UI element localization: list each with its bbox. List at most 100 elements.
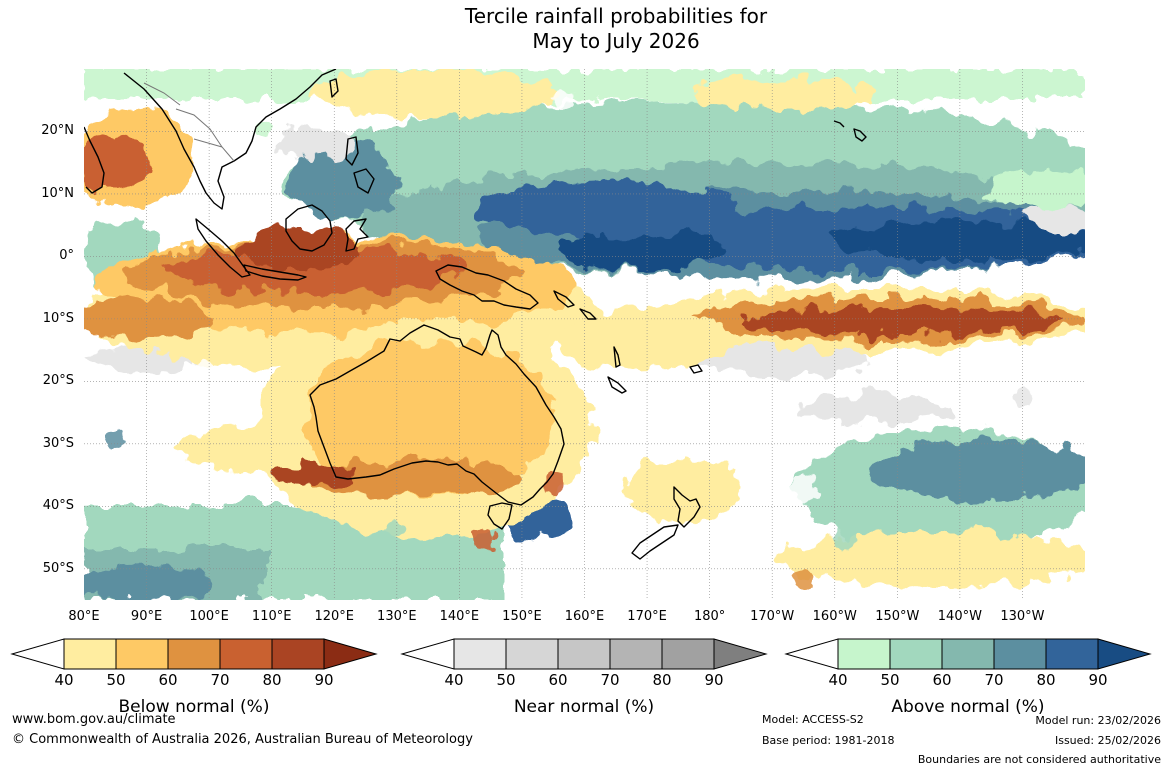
colorbar-tick-label: 60 <box>158 671 178 689</box>
graticule <box>84 69 1085 600</box>
latitude-label: 0° <box>59 248 74 264</box>
speckle <box>544 474 564 494</box>
colorbar-segment <box>505 638 559 670</box>
colorbar-segment <box>889 638 943 670</box>
below-normal-area <box>554 309 734 369</box>
colorbar-segment <box>661 638 715 670</box>
colorbar-tick-label: 90 <box>314 671 334 689</box>
above-normal-area <box>84 566 214 600</box>
below-normal-area <box>304 461 524 497</box>
colorbar-segment <box>219 638 273 670</box>
above-normal-area <box>874 439 1085 499</box>
below-normal-area <box>274 464 354 484</box>
colorbar-segment <box>941 638 995 670</box>
base-period: Base period: 1981-2018 <box>762 734 895 747</box>
borneo-coastline <box>285 204 333 252</box>
model-name: Model: ACCESS-S2 <box>762 713 864 726</box>
colorbar-segment <box>167 638 221 670</box>
speckle <box>794 569 814 589</box>
speckle <box>472 527 496 551</box>
near-normal-area <box>794 395 954 423</box>
colorbar-segment <box>453 638 507 670</box>
new-zealand-south-coastline <box>631 524 679 560</box>
sulawesi-coastline <box>345 218 369 252</box>
near-normal-legend-title: Near normal (%) <box>513 697 655 717</box>
above-normal-area <box>984 169 1085 209</box>
new-caledonia-coastline <box>607 376 627 394</box>
longitude-label: 80°E <box>68 609 100 624</box>
longitude-label: 130°W <box>1000 609 1045 624</box>
coastlines <box>84 69 867 560</box>
longitude-label: 170°E <box>627 609 667 624</box>
longitude-label: 150°E <box>502 609 542 624</box>
hawaii-coastline <box>833 120 867 142</box>
colorbar-tick-label: 50 <box>106 671 126 689</box>
colorbar-tick-label: 40 <box>54 671 74 689</box>
below-normal-area <box>314 70 554 118</box>
model-run-date: Model run: 23/02/2026 <box>1035 714 1161 727</box>
colorbar-tick-label: 50 <box>880 671 900 689</box>
longitude-label: 140°E <box>439 609 480 624</box>
longitude-label: 160°E <box>564 609 605 624</box>
colorbar-segment <box>837 638 891 670</box>
below-normal-area <box>624 459 744 519</box>
colorbar-tick-label: 70 <box>600 671 620 689</box>
colorbar-tick-label: 60 <box>548 671 568 689</box>
title-line-1: Tercile rainfall probabilities for <box>464 4 768 28</box>
colorbar-segment <box>115 638 169 670</box>
colorbar-tick-label: 40 <box>444 671 464 689</box>
country-borders <box>143 82 235 162</box>
map-title: Tercile rainfall probabilities for May t… <box>0 4 1173 54</box>
longitude-label: 130°E <box>377 609 417 624</box>
new-zealand-north-coastline <box>673 486 701 528</box>
speckle <box>672 387 696 411</box>
indochina-borders <box>143 82 235 162</box>
vanuatu-coastline <box>613 346 621 368</box>
longitude-label: 150°W <box>875 609 920 624</box>
colorbar-segment <box>557 638 611 670</box>
speckle <box>1014 389 1034 409</box>
longitude-label: 100°E <box>189 609 229 624</box>
colorbar-upper-arrow <box>323 638 378 670</box>
colorbar-upper-arrow <box>713 638 768 670</box>
title-line-2: May to July 2026 <box>532 29 700 53</box>
speckle <box>256 121 272 137</box>
website-link[interactable]: www.bom.gov.au/climate <box>12 712 176 727</box>
below-normal-colorbar <box>10 638 378 670</box>
colorbar-tick-label: 70 <box>210 671 230 689</box>
below-normal-area <box>744 307 1064 335</box>
latitude-label: 10°S <box>42 310 74 326</box>
new-guinea-coastline <box>435 264 539 310</box>
colorbar-upper-arrow <box>1097 638 1152 670</box>
colorbar-segment <box>609 638 663 670</box>
probability-field <box>84 69 1085 600</box>
latitude-label: 30°S <box>42 435 74 451</box>
colorbar-lower-arrow <box>400 638 455 670</box>
speckle <box>790 475 818 503</box>
speckle <box>554 89 574 109</box>
longitude-label: 160°W <box>812 609 857 624</box>
colorbar-lower-arrow <box>10 638 65 670</box>
colorbar-tick-label: 70 <box>984 671 1004 689</box>
colorbar-tick-label: 40 <box>828 671 848 689</box>
longitude-label: 120°E <box>314 609 355 624</box>
below-normal-area <box>84 134 149 194</box>
speckle <box>194 359 214 379</box>
colorbar-tick-label: 90 <box>1088 671 1108 689</box>
india-sri-lanka-coastline <box>84 126 105 194</box>
rainfall-probability-map <box>84 69 1085 600</box>
longitude-label: 140°W <box>937 609 982 624</box>
latitude-label: 10°N <box>41 185 74 201</box>
speckle <box>104 429 124 449</box>
latitude-label: 20°S <box>42 373 74 389</box>
latitude-label: 50°S <box>42 560 74 576</box>
near-normal-colorbar <box>400 638 768 670</box>
taiwan-coastline <box>329 78 339 98</box>
longitude-label: 170°W <box>750 609 795 624</box>
colorbar-tick-label: 90 <box>704 671 724 689</box>
near-normal-area <box>274 130 354 158</box>
speckle <box>384 519 404 539</box>
below-normal-area <box>304 339 554 499</box>
philippines-coastline <box>345 136 375 194</box>
colorbar-tick-label: 80 <box>652 671 672 689</box>
